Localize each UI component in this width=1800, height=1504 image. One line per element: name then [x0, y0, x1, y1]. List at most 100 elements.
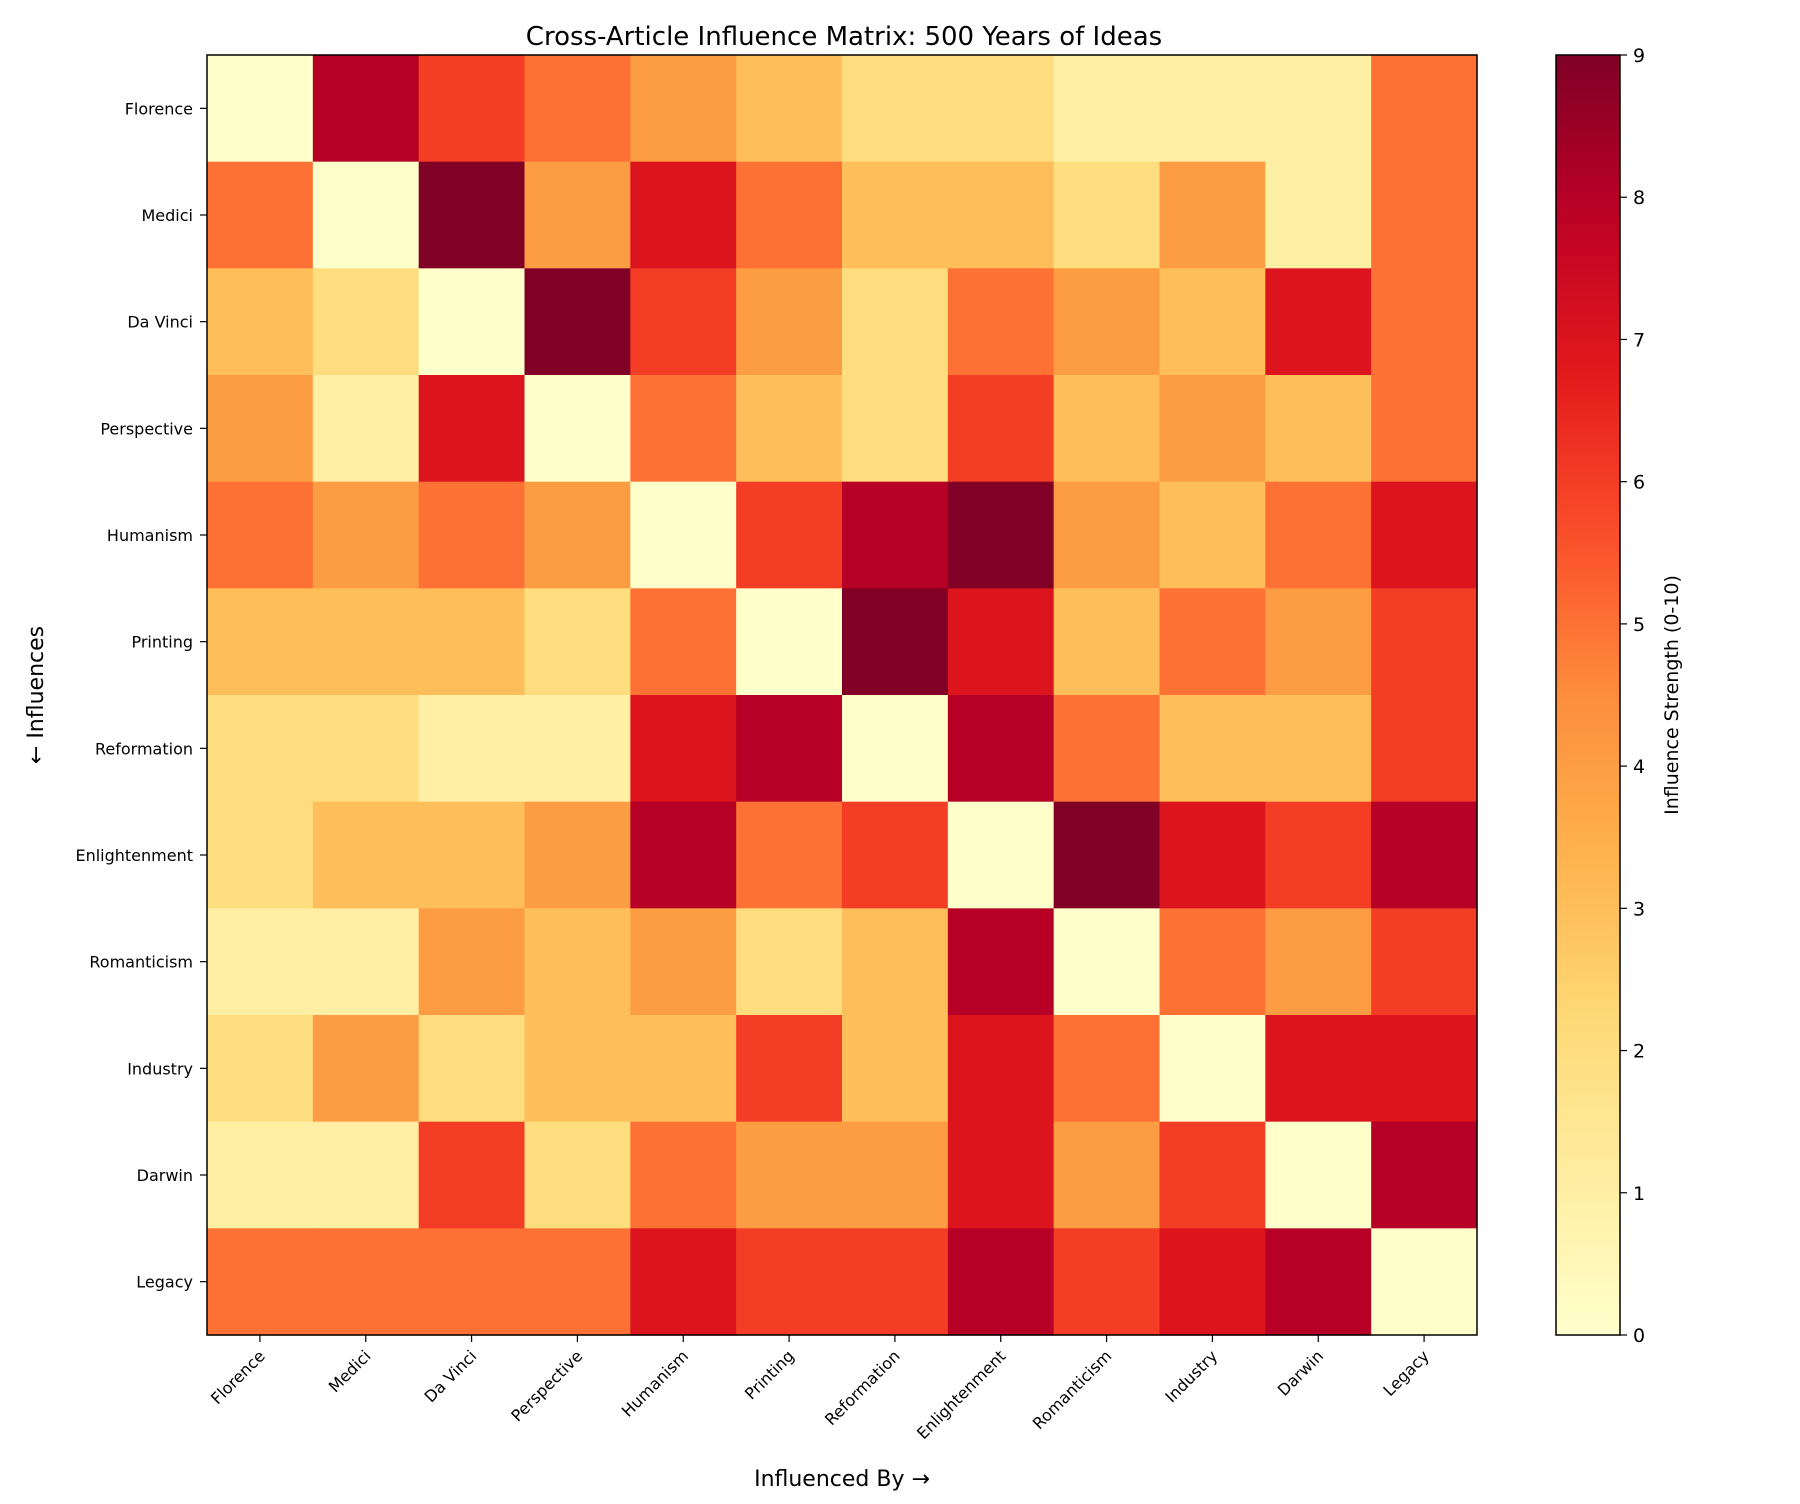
heatmap-cell [630, 161, 737, 269]
heatmap-cell [312, 55, 420, 163]
heatmap-cell [1371, 1121, 1478, 1229]
heatmap-cell [524, 588, 631, 696]
heatmap-cell [312, 268, 420, 376]
heatmap-cell [1265, 1015, 1372, 1123]
heatmap-cell [524, 481, 631, 589]
heatmap-cell [1371, 268, 1478, 376]
heatmap-cell [312, 481, 420, 589]
heatmap-cell [630, 268, 737, 376]
heatmap-cell [524, 1015, 631, 1123]
heatmap-cell [524, 801, 631, 909]
heatmap-cell [1371, 481, 1478, 589]
heatmap-cell [736, 1121, 843, 1229]
heatmap-cell [1053, 695, 1161, 803]
heatmap-cell [1371, 1015, 1478, 1123]
heatmap-cell [842, 481, 949, 589]
heatmap-cell [842, 1015, 949, 1123]
heatmap-cell [842, 908, 949, 1016]
heatmap-cell [207, 1228, 314, 1336]
heatmap-cell [947, 161, 1055, 269]
y-tick-label: Legacy [136, 1273, 193, 1292]
x-tick-label: Printing [741, 1346, 798, 1403]
y-tick-label: Humanism [107, 526, 193, 545]
heatmap-cell [1265, 908, 1372, 1016]
y-tick-label: Industry [127, 1059, 193, 1078]
heatmap-cell [207, 695, 314, 803]
heatmap-cell [312, 1015, 420, 1123]
heatmap-cell [207, 908, 314, 1016]
heatmap-cell [630, 1121, 737, 1229]
heatmap-cell [630, 375, 737, 483]
x-tick-label: Medici [325, 1346, 375, 1396]
heatmap-cell [1371, 908, 1478, 1016]
heatmap-cell [418, 1121, 526, 1229]
heatmap-cell [312, 801, 420, 909]
heatmap-cell [1265, 481, 1372, 589]
heatmap-cell [842, 55, 949, 163]
heatmap-cell [207, 268, 314, 376]
heatmap-cell [736, 695, 843, 803]
heatmap-cell [947, 1228, 1055, 1336]
heatmap-cell [1159, 908, 1266, 1016]
heatmap-cell [736, 55, 843, 163]
heatmap-cell [1265, 1121, 1372, 1229]
heatmap-cell [312, 908, 420, 1016]
x-tick-label: Humanism [618, 1346, 692, 1420]
heatmap-cell [630, 1015, 737, 1123]
heatmap-cell [1159, 161, 1266, 269]
heatmap-cell [947, 588, 1055, 696]
plot-frame [206, 54, 1478, 1336]
colorbar-tick-label: 7 [1633, 329, 1645, 351]
heatmap-cell [1053, 801, 1161, 909]
heatmap-cell [418, 695, 526, 803]
heatmap-cell [947, 908, 1055, 1016]
y-tick-label: Florence [125, 99, 193, 118]
heatmap-cell [947, 268, 1055, 376]
heatmap-cell [630, 55, 737, 163]
x-tick-label: Darwin [1274, 1346, 1327, 1399]
heatmap-cell [524, 1228, 631, 1336]
heatmap-cell [1265, 268, 1372, 376]
heatmap-cell [418, 588, 526, 696]
colorbar-tick-label: 3 [1633, 898, 1645, 920]
heatmap-cell [1265, 695, 1372, 803]
heatmap-cell [1265, 55, 1372, 163]
x-tick-label: Florence [207, 1346, 269, 1408]
chart-title: Cross-Article Influence Matrix: 500 Year… [526, 22, 1162, 52]
heatmap-cell [418, 161, 526, 269]
colorbar-tick-label: 1 [1633, 1183, 1645, 1205]
heatmap-cell [630, 801, 737, 909]
heatmap-cell [630, 1228, 737, 1336]
heatmap-cell [947, 1015, 1055, 1123]
y-tick-label: Enlightenment [75, 846, 193, 865]
heatmap-cell [736, 801, 843, 909]
heatmap-cells [207, 55, 1478, 1336]
heatmap-cell [1159, 1015, 1266, 1123]
x-axis-ticks: Florence Medici Da Vinci Perspective Humanis… [207, 1335, 1433, 1443]
y-tick-label: Da Vinci [127, 313, 193, 332]
y-tick-label: Perspective [100, 419, 193, 438]
heatmap-cell [947, 55, 1055, 163]
heatmap-cell [524, 161, 631, 269]
heatmap-cell [1053, 268, 1161, 376]
heatmap-cell [842, 1228, 949, 1336]
heatmap-cell [207, 55, 314, 163]
heatmap-cell [207, 801, 314, 909]
x-tick-label: Industry [1161, 1346, 1221, 1406]
heatmap-cell [524, 908, 631, 1016]
y-tick-label: Printing [131, 633, 193, 652]
x-tick-label: Perspective [507, 1346, 586, 1425]
heatmap-cell [947, 375, 1055, 483]
heatmap-cell [312, 1228, 420, 1336]
heatmap-cell [947, 481, 1055, 589]
heatmap-cell [418, 908, 526, 1016]
heatmap-cell [312, 588, 420, 696]
heatmap-cell [842, 268, 949, 376]
heatmap-cell [736, 588, 843, 696]
heatmap-cell [418, 1228, 526, 1336]
colorbar-ticks: 0 1 2 3 4 5 6 7 8 9 [1620, 45, 1645, 1347]
heatmap-cell [1159, 481, 1266, 589]
heatmap-cell [1159, 588, 1266, 696]
heatmap-cell [1053, 1015, 1161, 1123]
